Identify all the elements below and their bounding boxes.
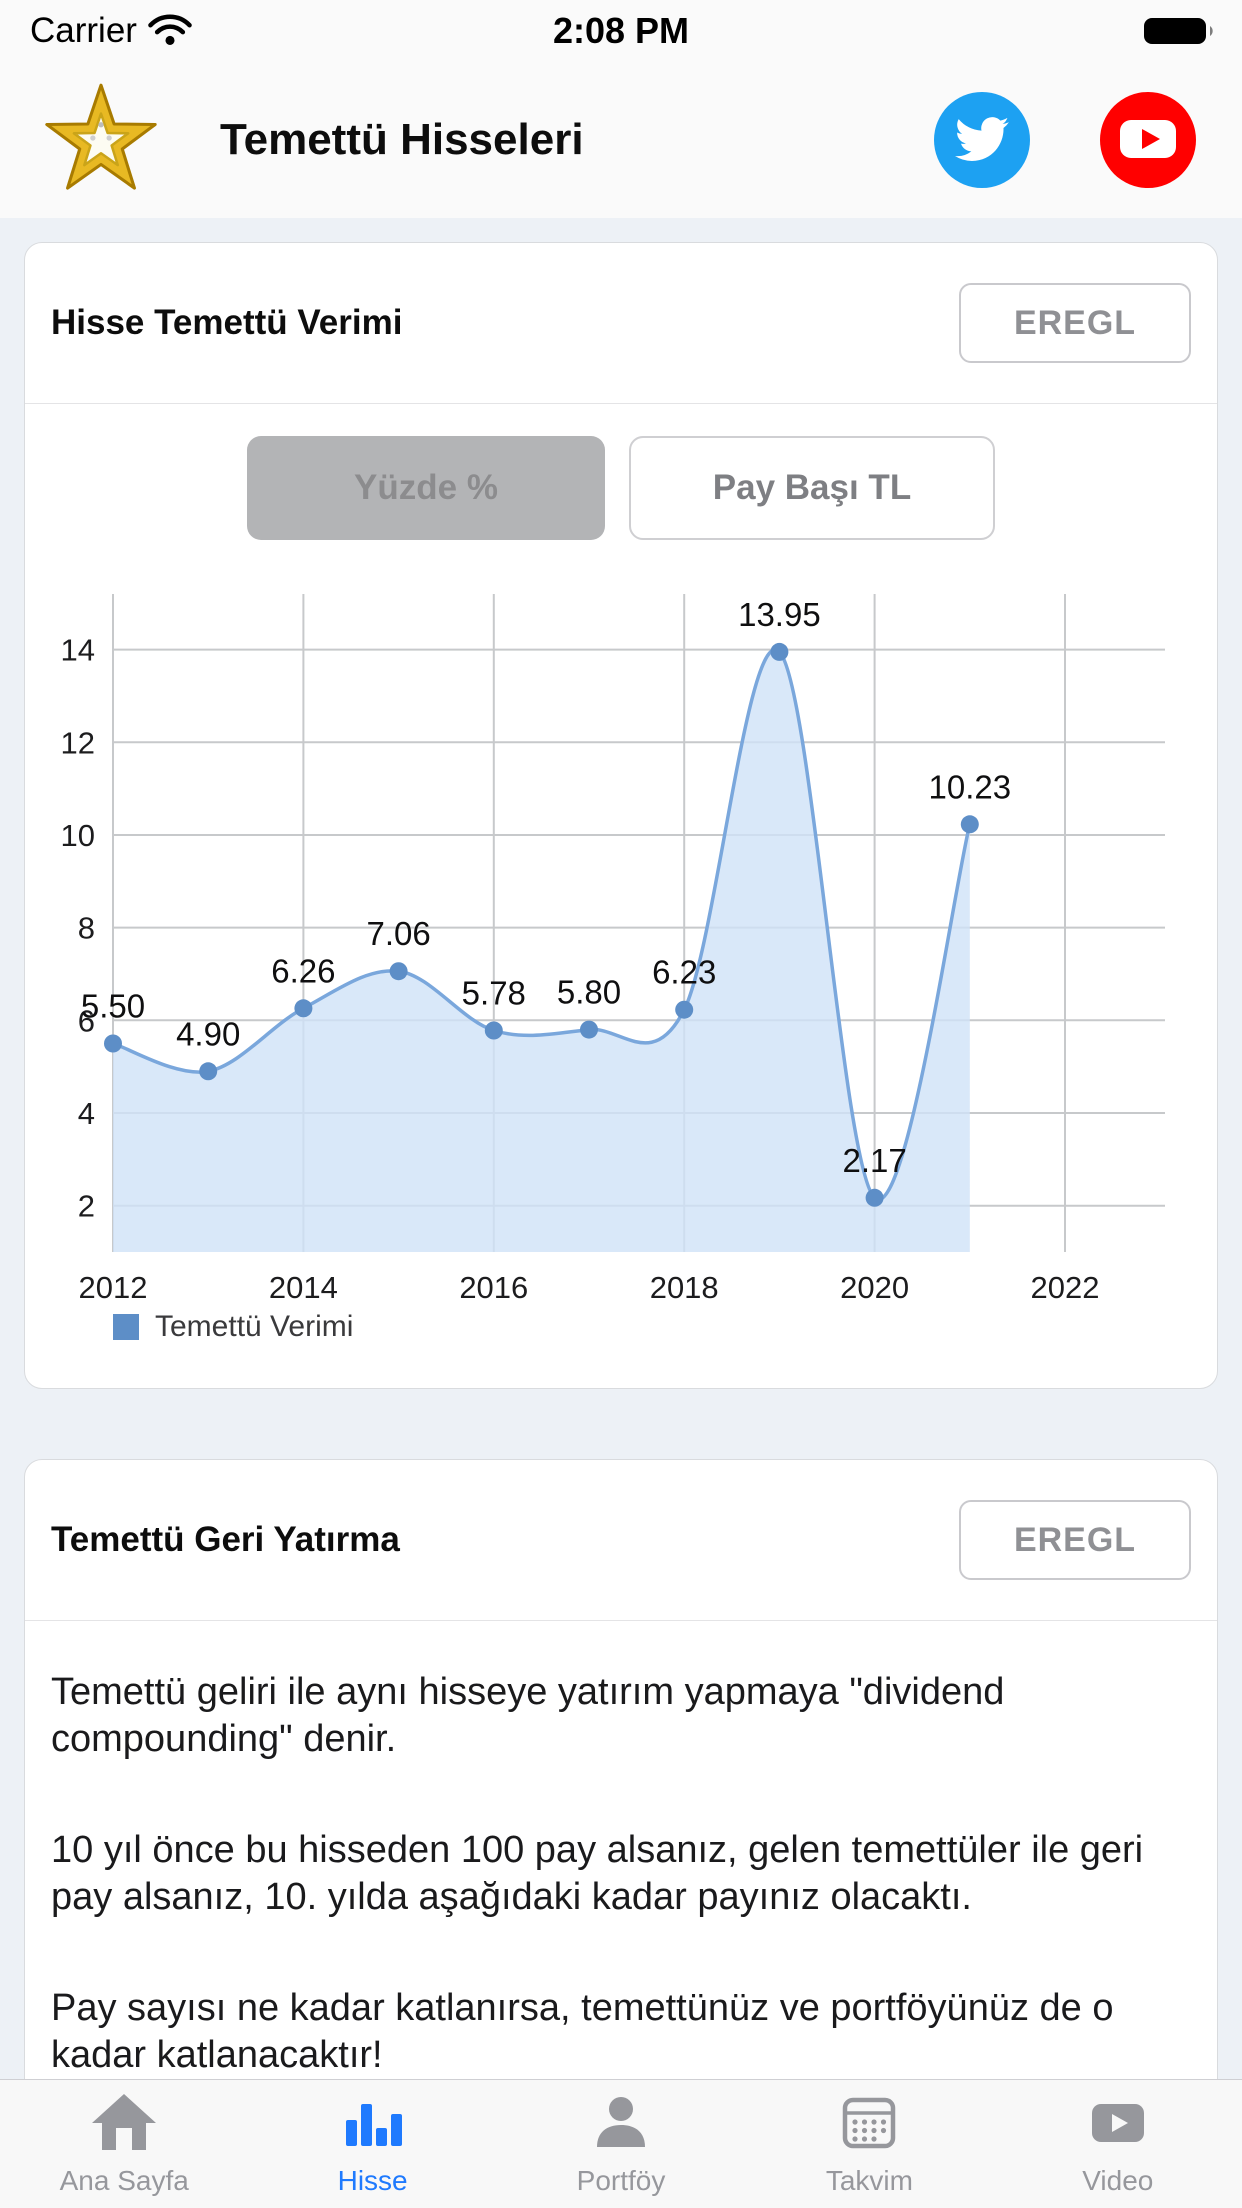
tab-video[interactable]: Video (994, 2080, 1242, 2208)
svg-text:2.17: 2.17 (842, 1142, 906, 1179)
legend-swatch (113, 1314, 139, 1340)
tab-label: Portföy (576, 2165, 666, 2196)
carrier-label: Carrier (30, 11, 137, 50)
svg-text:2012: 2012 (79, 1270, 148, 1305)
dividend-yield-chart[interactable]: 2012 2014 2016 2018 2020 2022 2 4 6 8 10 12 14 5.50 4.… (25, 584, 1215, 1308)
svg-text:13.95: 13.95 (738, 596, 821, 633)
tab-label: Video (1082, 2165, 1154, 2196)
toggle-percent-button[interactable]: Yüzde % (247, 436, 605, 540)
tab-label: Ana Sayfa (59, 2165, 189, 2196)
main-content: Hisse Temettü Verimi EREGL Yüzde % Pay B… (0, 218, 1242, 2208)
svg-text:10.23: 10.23 (929, 768, 1012, 805)
status-bar: Carrier 2:08 PM (0, 0, 1242, 62)
tab-label: Hisse (337, 2165, 408, 2196)
twitter-button[interactable] (934, 92, 1030, 188)
paragraph: Temettü geliri ile aynı hisseye yatırım … (51, 1671, 1005, 1760)
ticker-button[interactable]: EREGL (959, 1500, 1191, 1580)
svg-text:5.78: 5.78 (462, 975, 526, 1012)
svg-text:2: 2 (78, 1189, 95, 1224)
battery-icon (1142, 13, 1242, 49)
tab-portfolio[interactable]: Portföy (497, 2080, 745, 2208)
youtube-icon (1100, 91, 1196, 190)
twitter-icon (955, 112, 1009, 169)
ticker-button[interactable]: EREGL (959, 283, 1191, 363)
dividend-yield-card: Hisse Temettü Verimi EREGL Yüzde % Pay B… (24, 242, 1218, 1389)
svg-text:2022: 2022 (1031, 1270, 1100, 1305)
tab-hisse[interactable]: Hisse (248, 2080, 496, 2208)
card-title: Temettü Geri Yatırma (51, 1520, 400, 1559)
svg-text:12: 12 (61, 725, 95, 760)
app-logo-star-icon (40, 77, 162, 204)
video-icon (1086, 2090, 1150, 2159)
svg-text:2014: 2014 (269, 1270, 338, 1305)
person-icon (589, 2090, 653, 2159)
wifi-icon (147, 12, 193, 51)
paragraph: Pay sayısı ne kadar katlanırsa, temettün… (51, 1987, 1114, 2076)
svg-text:14: 14 (61, 633, 95, 668)
svg-text:6.26: 6.26 (271, 952, 335, 989)
svg-text:5.80: 5.80 (557, 974, 621, 1011)
paragraph: 10 yıl önce bu hisseden 100 pay alsanız,… (51, 1829, 1144, 1918)
tab-home[interactable]: Ana Sayfa (0, 2080, 248, 2208)
svg-text:6.23: 6.23 (652, 954, 716, 991)
tab-bar: Ana Sayfa Hisse Portföy (0, 2079, 1242, 2208)
tab-calendar[interactable]: Takvim (745, 2080, 993, 2208)
svg-text:8: 8 (78, 911, 95, 946)
card-title: Hisse Temettü Verimi (51, 303, 403, 342)
bar-chart-icon (341, 2090, 405, 2159)
svg-text:10: 10 (61, 818, 95, 853)
svg-text:2016: 2016 (459, 1270, 528, 1305)
svg-text:4: 4 (78, 1096, 95, 1131)
svg-text:6: 6 (78, 1003, 95, 1038)
svg-text:2018: 2018 (650, 1270, 719, 1305)
youtube-button[interactable] (1100, 92, 1196, 188)
home-icon (88, 2090, 160, 2159)
svg-text:4.90: 4.90 (176, 1015, 240, 1052)
tab-label: Takvim (825, 2165, 913, 2196)
page-title: Temettü Hisseleri (220, 115, 584, 164)
toggle-per-share-button[interactable]: Pay Başı TL (629, 436, 995, 540)
app-header: Temettü Hisseleri (0, 62, 1242, 218)
chart-legend: Temettü Verimi (113, 1310, 1217, 1344)
calendar-icon (837, 2090, 901, 2159)
svg-text:7.06: 7.06 (366, 915, 430, 952)
svg-text:5.50: 5.50 (81, 988, 145, 1025)
svg-text:2020: 2020 (840, 1270, 909, 1305)
legend-label: Temettü Verimi (155, 1310, 354, 1343)
